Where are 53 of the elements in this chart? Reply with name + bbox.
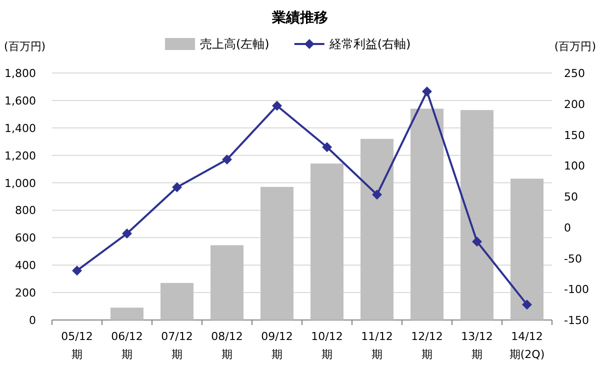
x-tick-label: 05/12 期 <box>61 330 93 361</box>
x-tick-label: 06/12 期 <box>111 330 143 361</box>
y2-tick-label: 200 <box>564 98 585 111</box>
x-tick-label: 10/12 期 <box>311 330 343 361</box>
y2-tick-label: 50 <box>564 190 578 204</box>
bar <box>110 308 144 320</box>
bar <box>210 245 244 320</box>
y-tick-label: 1,400 <box>4 122 36 135</box>
x-tick-label: 13/12 期 <box>461 330 493 361</box>
y2-tick-label: -100 <box>564 283 589 296</box>
chart-title: 業績推移 <box>271 10 328 26</box>
bar <box>310 164 344 320</box>
bar <box>460 110 494 320</box>
point <box>422 86 432 97</box>
x-tick-label: 07/12 期 <box>161 330 193 361</box>
x-tick-label: 12/12 期 <box>411 330 443 361</box>
y-tick-label: 800 <box>15 204 36 218</box>
x-tick-label: 08/12 期 <box>211 330 243 361</box>
y2-tick-label: 150 <box>564 128 585 142</box>
y-tick-label: 600 <box>15 232 36 245</box>
x-tick-label: 14/12 期(2Q) <box>509 330 545 361</box>
y-tick-label: 1,200 <box>4 149 36 162</box>
y2-tick-label: 100 <box>564 160 585 173</box>
legend-label: 経常利益(右軸) <box>328 37 411 51</box>
legend-label: 売上高(左軸) <box>200 37 270 51</box>
y-axis-title: (百万円) <box>4 40 46 53</box>
y2-tick-label: -150 <box>564 314 589 327</box>
point <box>322 142 332 152</box>
x-tick-label: 09/12 期 <box>261 330 293 361</box>
point <box>172 182 182 192</box>
y-tick-label: 1,800 <box>4 67 36 80</box>
y-tick-label: 0 <box>29 314 36 327</box>
y2-tick-label: 0 <box>564 221 571 234</box>
bar <box>360 138 394 320</box>
bar <box>510 178 544 320</box>
point <box>72 266 82 276</box>
y2-axis-title: (百万円) <box>554 40 596 53</box>
point <box>472 236 482 247</box>
point <box>372 190 382 200</box>
x-tick-label: 11/12 期 <box>361 330 393 361</box>
point <box>222 154 232 164</box>
point <box>522 300 532 310</box>
bar <box>160 282 194 320</box>
bar <box>260 186 294 320</box>
y-tick-label: 1,600 <box>4 94 36 108</box>
y-tick-label: 1,000 <box>4 176 36 190</box>
point <box>272 100 282 111</box>
y2-tick-label: -50 <box>564 252 582 266</box>
y-tick-label: 400 <box>15 259 36 272</box>
y-tick-label: 200 <box>15 286 36 300</box>
point <box>122 228 132 239</box>
bar <box>410 108 444 320</box>
y2-tick-label: 250 <box>564 67 585 80</box>
